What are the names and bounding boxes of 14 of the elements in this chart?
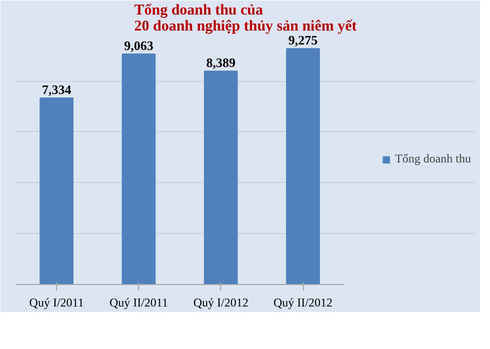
x-tick-label: Quý I/2011 (29, 296, 84, 310)
data-label: 9,063 (124, 38, 154, 54)
x-tick-label: Quý II/2012 (274, 296, 333, 310)
data-label: 8,389 (206, 55, 236, 70)
data-label: 9,275 (288, 32, 318, 48)
x-tick-label: Quý I/2012 (193, 296, 248, 310)
data-label: 7,334 (42, 82, 72, 98)
bar (286, 48, 320, 284)
bar (40, 98, 74, 284)
x-tick-label: Quý II/2011 (109, 296, 168, 310)
bar (204, 70, 238, 284)
bar (122, 54, 156, 284)
chart-title: Tổng doanh thu của 20 doanh nghiệp thủy sản niêm yết (134, 2, 357, 34)
legend-label: Tổng doanh thu (395, 152, 471, 166)
